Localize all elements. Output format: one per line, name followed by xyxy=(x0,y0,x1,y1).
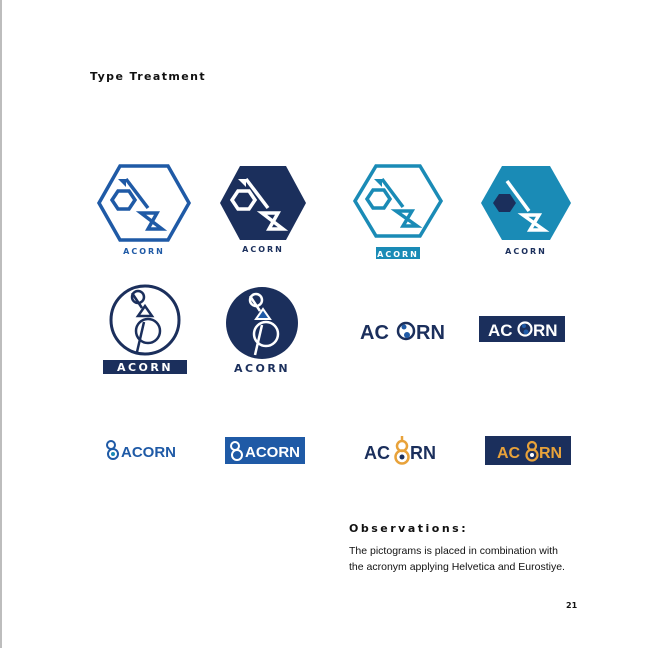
logo-wordmark-navy: AC RN xyxy=(358,316,454,348)
circle-pictogram-icon xyxy=(226,287,298,359)
acorn-symbol-icon xyxy=(106,440,119,460)
boxed-wordmark-rn: RN xyxy=(533,321,558,340)
hexagon-pictogram-icon xyxy=(481,166,571,240)
boxed-orange-wordmark-rn: RN xyxy=(539,445,562,462)
circle-pictogram-icon xyxy=(109,284,181,356)
page-number: 21 xyxy=(566,601,578,610)
page-edge-rule xyxy=(0,0,2,648)
acorn-eight-icon xyxy=(394,436,410,465)
acorn-symbol-icon xyxy=(230,441,243,461)
logo-wordmark-navy-box-orange: AC RN xyxy=(485,436,571,465)
logo-circle-outline-navy-bar: ACORN xyxy=(102,282,188,376)
acorn-eight-icon xyxy=(525,440,539,462)
logo-wordmark-navy-orange: AC RN xyxy=(362,433,444,467)
observations-body: The pictograms is placed in combination … xyxy=(349,543,599,575)
lockup-blue-name: ACORN xyxy=(121,444,176,461)
boxed-wordmark-ac: AC xyxy=(488,321,513,340)
hexagon-outline-blue-caption: ACORN xyxy=(123,247,165,256)
circle-outline-caption: ACORN xyxy=(117,361,173,374)
page-title: Type Treatment xyxy=(90,70,207,83)
logo-circle-solid-navy: ACORN xyxy=(222,286,302,376)
logo-hexagon-solid-teal: ACORN xyxy=(479,163,573,259)
wordmark-ac: AC xyxy=(360,322,389,344)
logo-hexagon-outline-blue: ACORN xyxy=(96,163,192,259)
orange-wordmark-rn: RN xyxy=(410,443,436,463)
boxed-orange-wordmark-ac: AC xyxy=(497,445,521,462)
navy-caption-bar xyxy=(103,360,187,374)
orange-wordmark-ac: AC xyxy=(364,443,390,463)
observations-heading: Observations: xyxy=(349,522,469,535)
teal-caption-bar xyxy=(376,247,420,259)
hexagon-pictogram-icon xyxy=(96,164,192,242)
hexagon-pictogram-icon xyxy=(352,164,444,238)
lockup-blue-box-name: ACORN xyxy=(245,444,300,461)
circle-solid-caption: ACORN xyxy=(234,362,290,375)
observations-line-2: the acronym applying Helvetica and Euros… xyxy=(349,561,565,573)
hexagon-pictogram-icon xyxy=(220,166,306,240)
hexagon-solid-teal-caption: ACORN xyxy=(505,247,547,256)
logo-lockup-blue-box: ACORN xyxy=(225,437,305,464)
logo-hexagon-outline-teal-bar: ACORN xyxy=(352,163,444,263)
hexagon-outline-teal-caption: ACORN xyxy=(377,250,419,259)
logo-lockup-blue: ACORN xyxy=(104,437,182,463)
acorn-o-icon xyxy=(517,321,533,337)
logo-hexagon-solid-navy: ACORN xyxy=(218,163,308,259)
logo-wordmark-navy-box: AC RN xyxy=(479,316,565,342)
observations-line-1: The pictograms is placed in combination … xyxy=(349,545,558,557)
acorn-o-icon xyxy=(396,321,416,341)
hexagon-solid-navy-caption: ACORN xyxy=(242,245,284,254)
wordmark-rn: RN xyxy=(416,322,445,344)
